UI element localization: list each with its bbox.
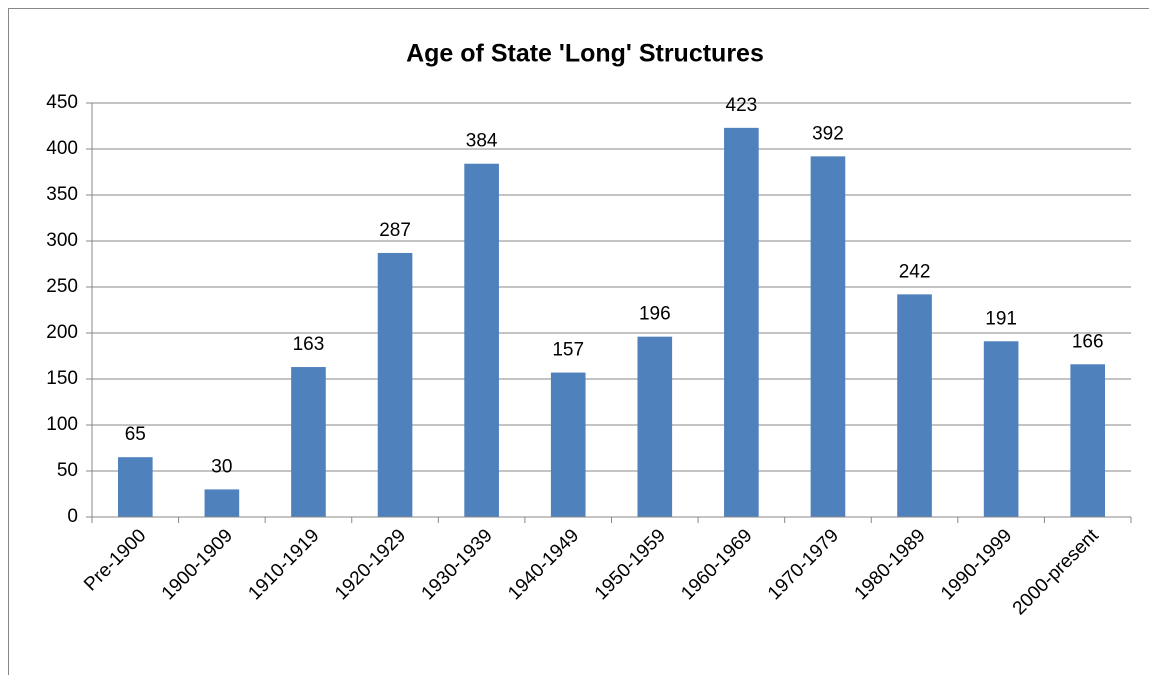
- x-tick-label: 1990-1999: [937, 525, 1016, 604]
- bar: [117, 457, 153, 517]
- data-label: 287: [379, 220, 411, 241]
- y-tick-label: 100: [46, 414, 78, 435]
- y-tick-label: 50: [57, 460, 78, 481]
- data-label: 242: [899, 261, 931, 282]
- x-tick-label: 1960-1969: [677, 525, 756, 604]
- data-label: 157: [552, 340, 584, 361]
- x-tick-label: 1970-1979: [764, 525, 843, 604]
- bar: [1070, 364, 1106, 517]
- bar: [204, 489, 240, 517]
- bar: [983, 341, 1019, 517]
- bar: [377, 252, 413, 517]
- chart-title: Age of State 'Long' Structures: [406, 40, 764, 68]
- bar: [550, 372, 586, 517]
- bar: [637, 336, 673, 517]
- bar: [897, 294, 932, 517]
- data-label: 30: [211, 456, 232, 477]
- data-label: 392: [812, 123, 844, 144]
- data-label: 166: [1072, 331, 1104, 352]
- x-tick-label: 2000-present: [1009, 525, 1104, 620]
- data-label: 423: [726, 95, 758, 116]
- y-tick-label: 200: [46, 322, 78, 343]
- x-tick-label: 1940-1949: [504, 525, 583, 604]
- data-label: 163: [293, 334, 325, 355]
- x-tick-label: 1950-1959: [591, 525, 670, 604]
- x-tick-label: 1910-1919: [244, 525, 323, 604]
- data-label: 191: [985, 308, 1017, 329]
- y-tick-label: 300: [46, 230, 78, 251]
- y-tick-label: 350: [46, 184, 78, 205]
- data-label: 384: [466, 131, 498, 152]
- x-tick-label: 1920-1929: [331, 525, 410, 604]
- y-tick-label: 250: [46, 276, 78, 297]
- x-tick-label: 1980-1989: [851, 525, 930, 604]
- bar: [724, 127, 759, 517]
- x-tick-label: Pre-1900: [80, 525, 150, 595]
- data-label: 196: [639, 304, 671, 325]
- data-label: 65: [125, 424, 146, 445]
- x-tick-label: 1900-1909: [158, 525, 237, 604]
- y-tick-label: 0: [67, 506, 78, 527]
- bar: [464, 163, 499, 517]
- chart-border: [8, 8, 1149, 675]
- x-tick-label: 1930-1939: [418, 525, 497, 604]
- y-tick-label: 450: [46, 92, 78, 113]
- y-tick-label: 400: [46, 138, 78, 159]
- bar: [810, 156, 846, 518]
- y-tick-label: 150: [46, 368, 78, 389]
- bar: [291, 367, 326, 517]
